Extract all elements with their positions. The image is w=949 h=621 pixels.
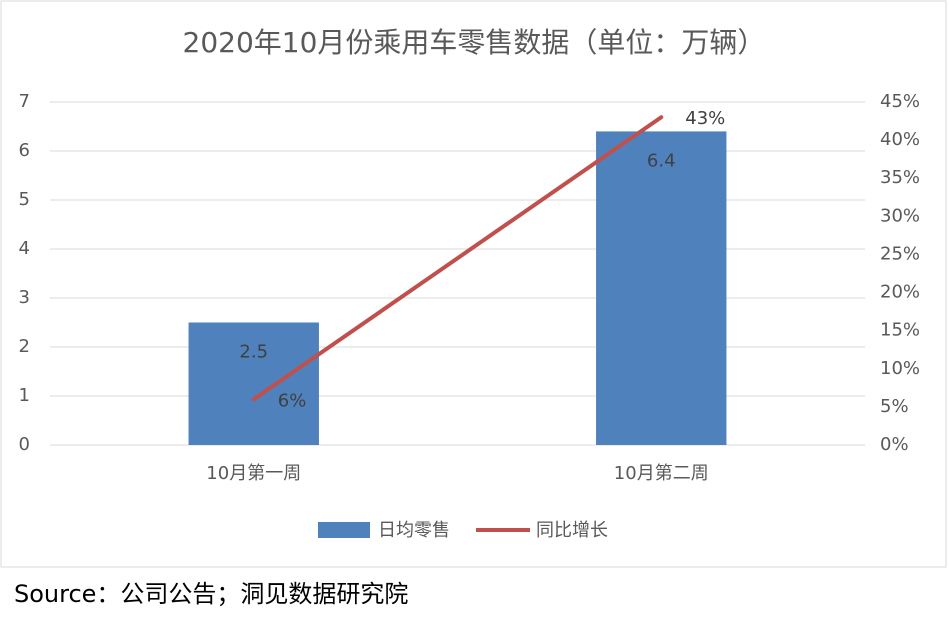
legend-swatch (318, 522, 370, 538)
y-tick-label: 5 (19, 189, 30, 210)
y-tick-label: 1 (19, 385, 30, 406)
y2-tick-label: 0% (880, 434, 909, 455)
y2-tick-label: 40% (880, 129, 920, 150)
y-tick-label: 2 (19, 336, 30, 357)
y2-tick-label: 45% (880, 91, 920, 112)
x-tick-label: 10月第二周 (614, 463, 709, 484)
line (251, 115, 664, 402)
bar (596, 131, 727, 445)
y2-tick-label: 5% (880, 396, 909, 417)
y-tick-label: 7 (19, 91, 30, 112)
y-tick-label: 6 (19, 140, 30, 161)
line-value-label: 6% (278, 390, 307, 411)
source-note: Source：公司公告；洞见数据研究院 (14, 580, 408, 608)
legend-label: 同比增长 (536, 520, 608, 541)
x-tick-label: 10月第一周 (206, 463, 301, 484)
y2-tick-label: 10% (880, 358, 920, 379)
bar-value-label: 6.4 (647, 150, 676, 171)
y-tick-label: 0 (19, 434, 30, 455)
y-tick-label: 4 (19, 238, 30, 259)
y2-tick-label: 15% (880, 320, 920, 341)
bar-value-label: 2.5 (239, 342, 268, 363)
legend-label: 日均零售 (378, 520, 450, 541)
line-value-label: 43% (685, 108, 725, 129)
y2-tick-label: 30% (880, 205, 920, 226)
y-tick-label: 3 (19, 287, 30, 308)
chart-frame (0, 0, 947, 568)
chart-title: 2020年10月份乘用车零售数据（单位：万辆） (183, 26, 766, 59)
y2-tick-label: 25% (880, 243, 920, 264)
bar (188, 322, 319, 445)
y2-tick-label: 20% (880, 282, 920, 303)
y2-tick-label: 35% (880, 167, 920, 188)
